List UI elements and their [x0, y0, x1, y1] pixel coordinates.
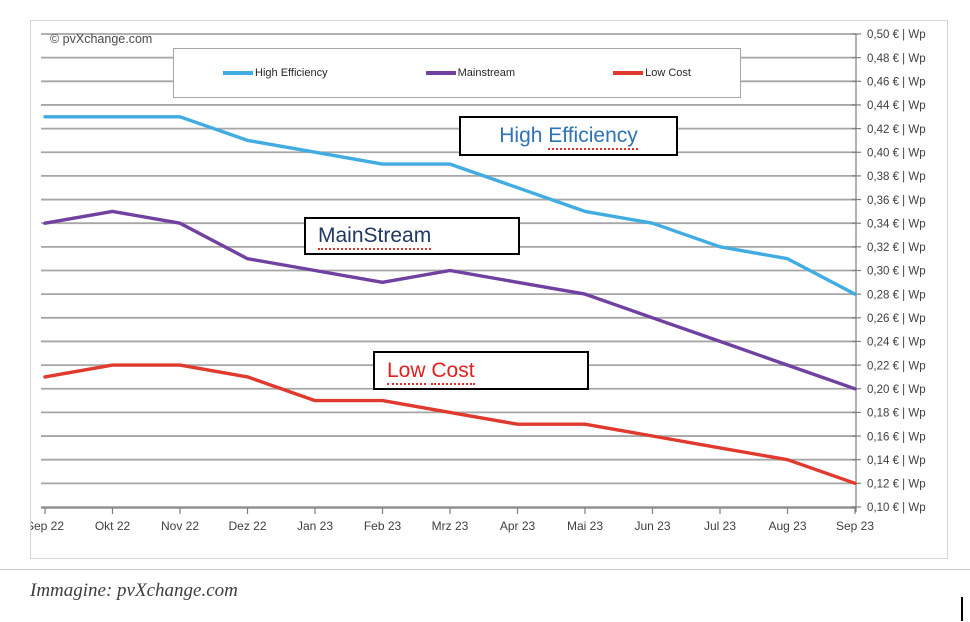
- annotation-text: MainStream: [318, 224, 432, 250]
- x-axis-label: Okt 22: [95, 519, 131, 533]
- y-axis-label: 0,50 € | Wp: [867, 29, 926, 41]
- x-axis-label: Sep 22: [31, 519, 64, 533]
- series-line-low-cost: [43, 363, 857, 485]
- plot-area: 0,50 € | Wp 0,48 € | Wp 0,46 € | Wp 0,44 € …: [31, 29, 926, 533]
- x-axis-label: Mrz 23: [432, 519, 469, 533]
- legend-item-low-cost: Low Cost: [613, 67, 691, 79]
- watermark: © pvXchange.com: [50, 32, 153, 46]
- text-cursor: [961, 597, 963, 621]
- y-axis-label: 0,26 € | Wp: [867, 313, 926, 325]
- legend-item-high-efficiency: High Efficiency: [223, 67, 328, 79]
- x-axis-label: Jan 23: [297, 519, 333, 533]
- annotation-textbox-mainstream[interactable]: MainStream: [304, 217, 520, 255]
- x-axis-label: Jun 23: [634, 519, 670, 533]
- y-axis-label: 0,38 € | Wp: [867, 171, 926, 183]
- y-axis-label: 0,16 € | Wp: [867, 431, 926, 443]
- x-axis-label: Aug 23: [768, 519, 806, 533]
- y-axis-label: 0,24 € | Wp: [867, 337, 926, 349]
- y-axis-label: 0,34 € | Wp: [867, 218, 926, 230]
- legend-label: Low Cost: [645, 67, 691, 79]
- y-axis-label: 0,18 € | Wp: [867, 408, 926, 420]
- legend-item-mainstream: Mainstream: [425, 67, 516, 79]
- y-axis-label: 0,46 € | Wp: [867, 77, 926, 89]
- legend-label: High Efficiency: [255, 67, 328, 79]
- y-axis-label: 0,48 € | Wp: [867, 53, 926, 65]
- divider-line: [0, 569, 970, 570]
- legend-line-swatch-red: [613, 71, 644, 75]
- y-axis-label: 0,42 € | Wp: [867, 124, 926, 136]
- x-axis-label: Dez 22: [228, 519, 266, 533]
- y-axis-label: 0,32 € | Wp: [867, 242, 926, 254]
- y-axis-label: 0,20 € | Wp: [867, 384, 926, 396]
- y-axis-label: 0,40 € | Wp: [867, 147, 926, 159]
- y-axis-label: 0,22 € | Wp: [867, 360, 926, 372]
- chart-image: 0,50 € | Wp 0,48 € | Wp 0,46 € | Wp 0,44 € …: [30, 20, 948, 559]
- y-axis-label: 0,10 € | Wp: [867, 502, 926, 514]
- y-axis-label: 0,28 € | Wp: [867, 289, 926, 301]
- series-line-high-efficiency: [43, 115, 857, 296]
- legend-label: Mainstream: [457, 67, 516, 79]
- x-axis-label: Jul 23: [704, 519, 736, 533]
- y-axis-label: 0,12 € | Wp: [867, 479, 926, 491]
- annotation-textbox-high-efficiency[interactable]: High Efficiency: [459, 116, 678, 156]
- annotation-text: High Efficiency: [499, 124, 638, 150]
- x-axis-label: Feb 23: [364, 519, 402, 533]
- x-axis-label: Apr 23: [500, 519, 536, 533]
- y-axis-label: 0,36 € | Wp: [867, 195, 926, 207]
- legend-line-swatch-purple: [425, 71, 456, 75]
- x-axis-label: Mai 23: [567, 519, 603, 533]
- legend-box: High Efficiency Mainstream Low Cost: [173, 48, 741, 98]
- image-caption: Immagine: pvXchange.com: [30, 580, 238, 601]
- x-axis-label: Sep 23: [836, 519, 874, 533]
- legend-line-swatch-blue: [223, 71, 254, 75]
- annotation-textbox-low-cost[interactable]: Low Cost: [373, 351, 589, 390]
- y-axis-label: 0,44 € | Wp: [867, 100, 926, 112]
- x-axis-label: Nov 22: [161, 519, 199, 533]
- y-axis-label: 0,30 € | Wp: [867, 266, 926, 278]
- y-axis-label: 0,14 € | Wp: [867, 455, 926, 467]
- series-line-mainstream: [43, 209, 857, 391]
- annotation-text: Low Cost: [387, 358, 475, 385]
